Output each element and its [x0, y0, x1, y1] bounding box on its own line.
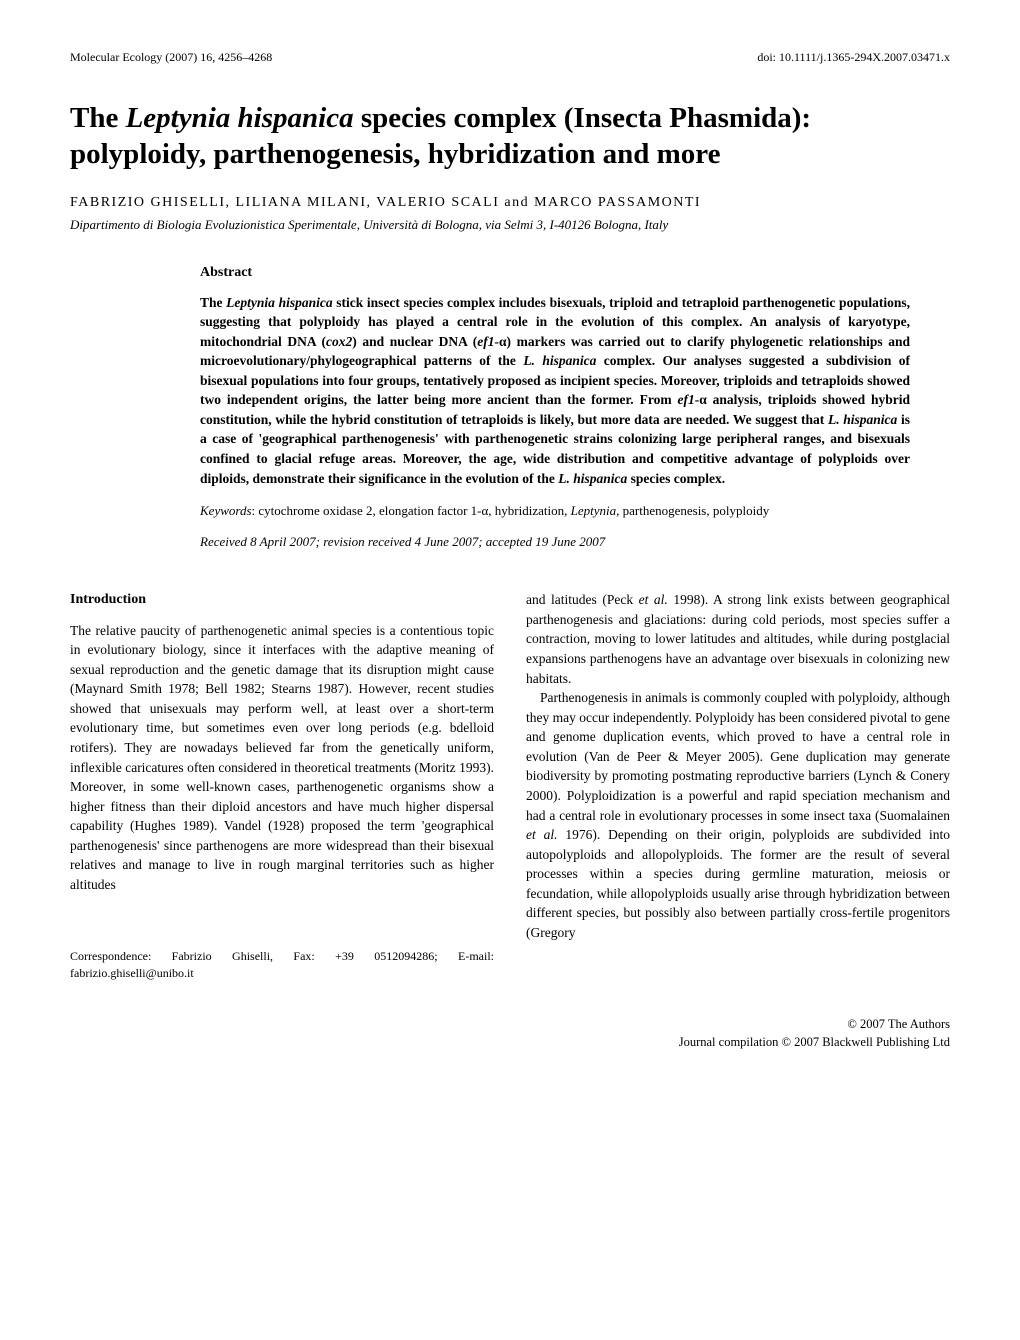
abstract-block: Abstract The Leptynia hispanica stick in…	[200, 265, 910, 551]
doi: doi: 10.1111/j.1365-294X.2007.03471.x	[757, 50, 950, 65]
received-dates: Received 8 April 2007; revision received…	[200, 534, 910, 550]
article-title: The Leptynia hispanica species complex (…	[70, 100, 950, 173]
title-species: Leptynia hispanica	[126, 102, 354, 134]
copyright-line: Journal compilation © 2007 Blackwell Pub…	[70, 1034, 950, 1052]
abstract-species: L. hispanica	[828, 412, 897, 427]
abstract-gene: ef1-	[677, 392, 699, 407]
abstract-frag: ) and nuclear DNA (	[352, 334, 477, 349]
abstract-frag: The	[200, 295, 226, 310]
page-footer: © 2007 The Authors Journal compilation ©…	[70, 1016, 950, 1051]
abstract-heading: Abstract	[200, 265, 910, 281]
keywords-label: Keywords	[200, 503, 252, 518]
abstract-frag: species complex.	[627, 471, 725, 486]
affiliation: Dipartimento di Biologia Evoluzionistica…	[70, 217, 950, 233]
text-frag: 1976). Depending on their origin, polypl…	[526, 827, 950, 940]
introduction-heading: Introduction	[70, 590, 494, 610]
abstract-gene: cox2	[326, 334, 352, 349]
abstract-gene: ef1-	[477, 334, 499, 349]
keywords: Keywords: cytochrome oxidase 2, elongati…	[200, 502, 910, 520]
keywords-genus: Leptynia	[571, 503, 617, 518]
etal: et al.	[526, 827, 558, 842]
abstract-text: The Leptynia hispanica stick insect spec…	[200, 293, 910, 489]
body-columns: Introduction The relative paucity of par…	[70, 590, 950, 982]
journal-ref: Molecular Ecology (2007) 16, 4256–4268	[70, 50, 272, 65]
intro-paragraph-cont: and latitudes (Peck et al. 1998). A stro…	[526, 590, 950, 688]
right-column: and latitudes (Peck et al. 1998). A stro…	[526, 590, 950, 982]
abstract-species: Leptynia hispanica	[226, 295, 332, 310]
intro-paragraph: The relative paucity of parthenogenetic …	[70, 621, 494, 895]
author-list: FABRIZIO GHISELLI, LILIANA MILANI, VALER…	[70, 195, 950, 211]
keywords-text: : cytochrome oxidase 2, elongation facto…	[252, 503, 571, 518]
abstract-species: L. hispanica	[558, 471, 627, 486]
page-header: Molecular Ecology (2007) 16, 4256–4268 d…	[70, 50, 950, 65]
etal: et al.	[639, 592, 668, 607]
intro-paragraph-2: Parthenogenesis in animals is commonly c…	[526, 688, 950, 942]
abstract-species: L. hispanica	[523, 353, 596, 368]
copyright-line: © 2007 The Authors	[70, 1016, 950, 1034]
title-text: The	[70, 102, 126, 134]
text-frag: and latitudes (Peck	[526, 592, 639, 607]
correspondence: Correspondence: Fabrizio Ghiselli, Fax: …	[70, 948, 494, 982]
left-column: Introduction The relative paucity of par…	[70, 590, 494, 982]
text-frag: Parthenogenesis in animals is commonly c…	[526, 690, 950, 822]
keywords-text: , parthenogenesis, polyploidy	[616, 503, 769, 518]
